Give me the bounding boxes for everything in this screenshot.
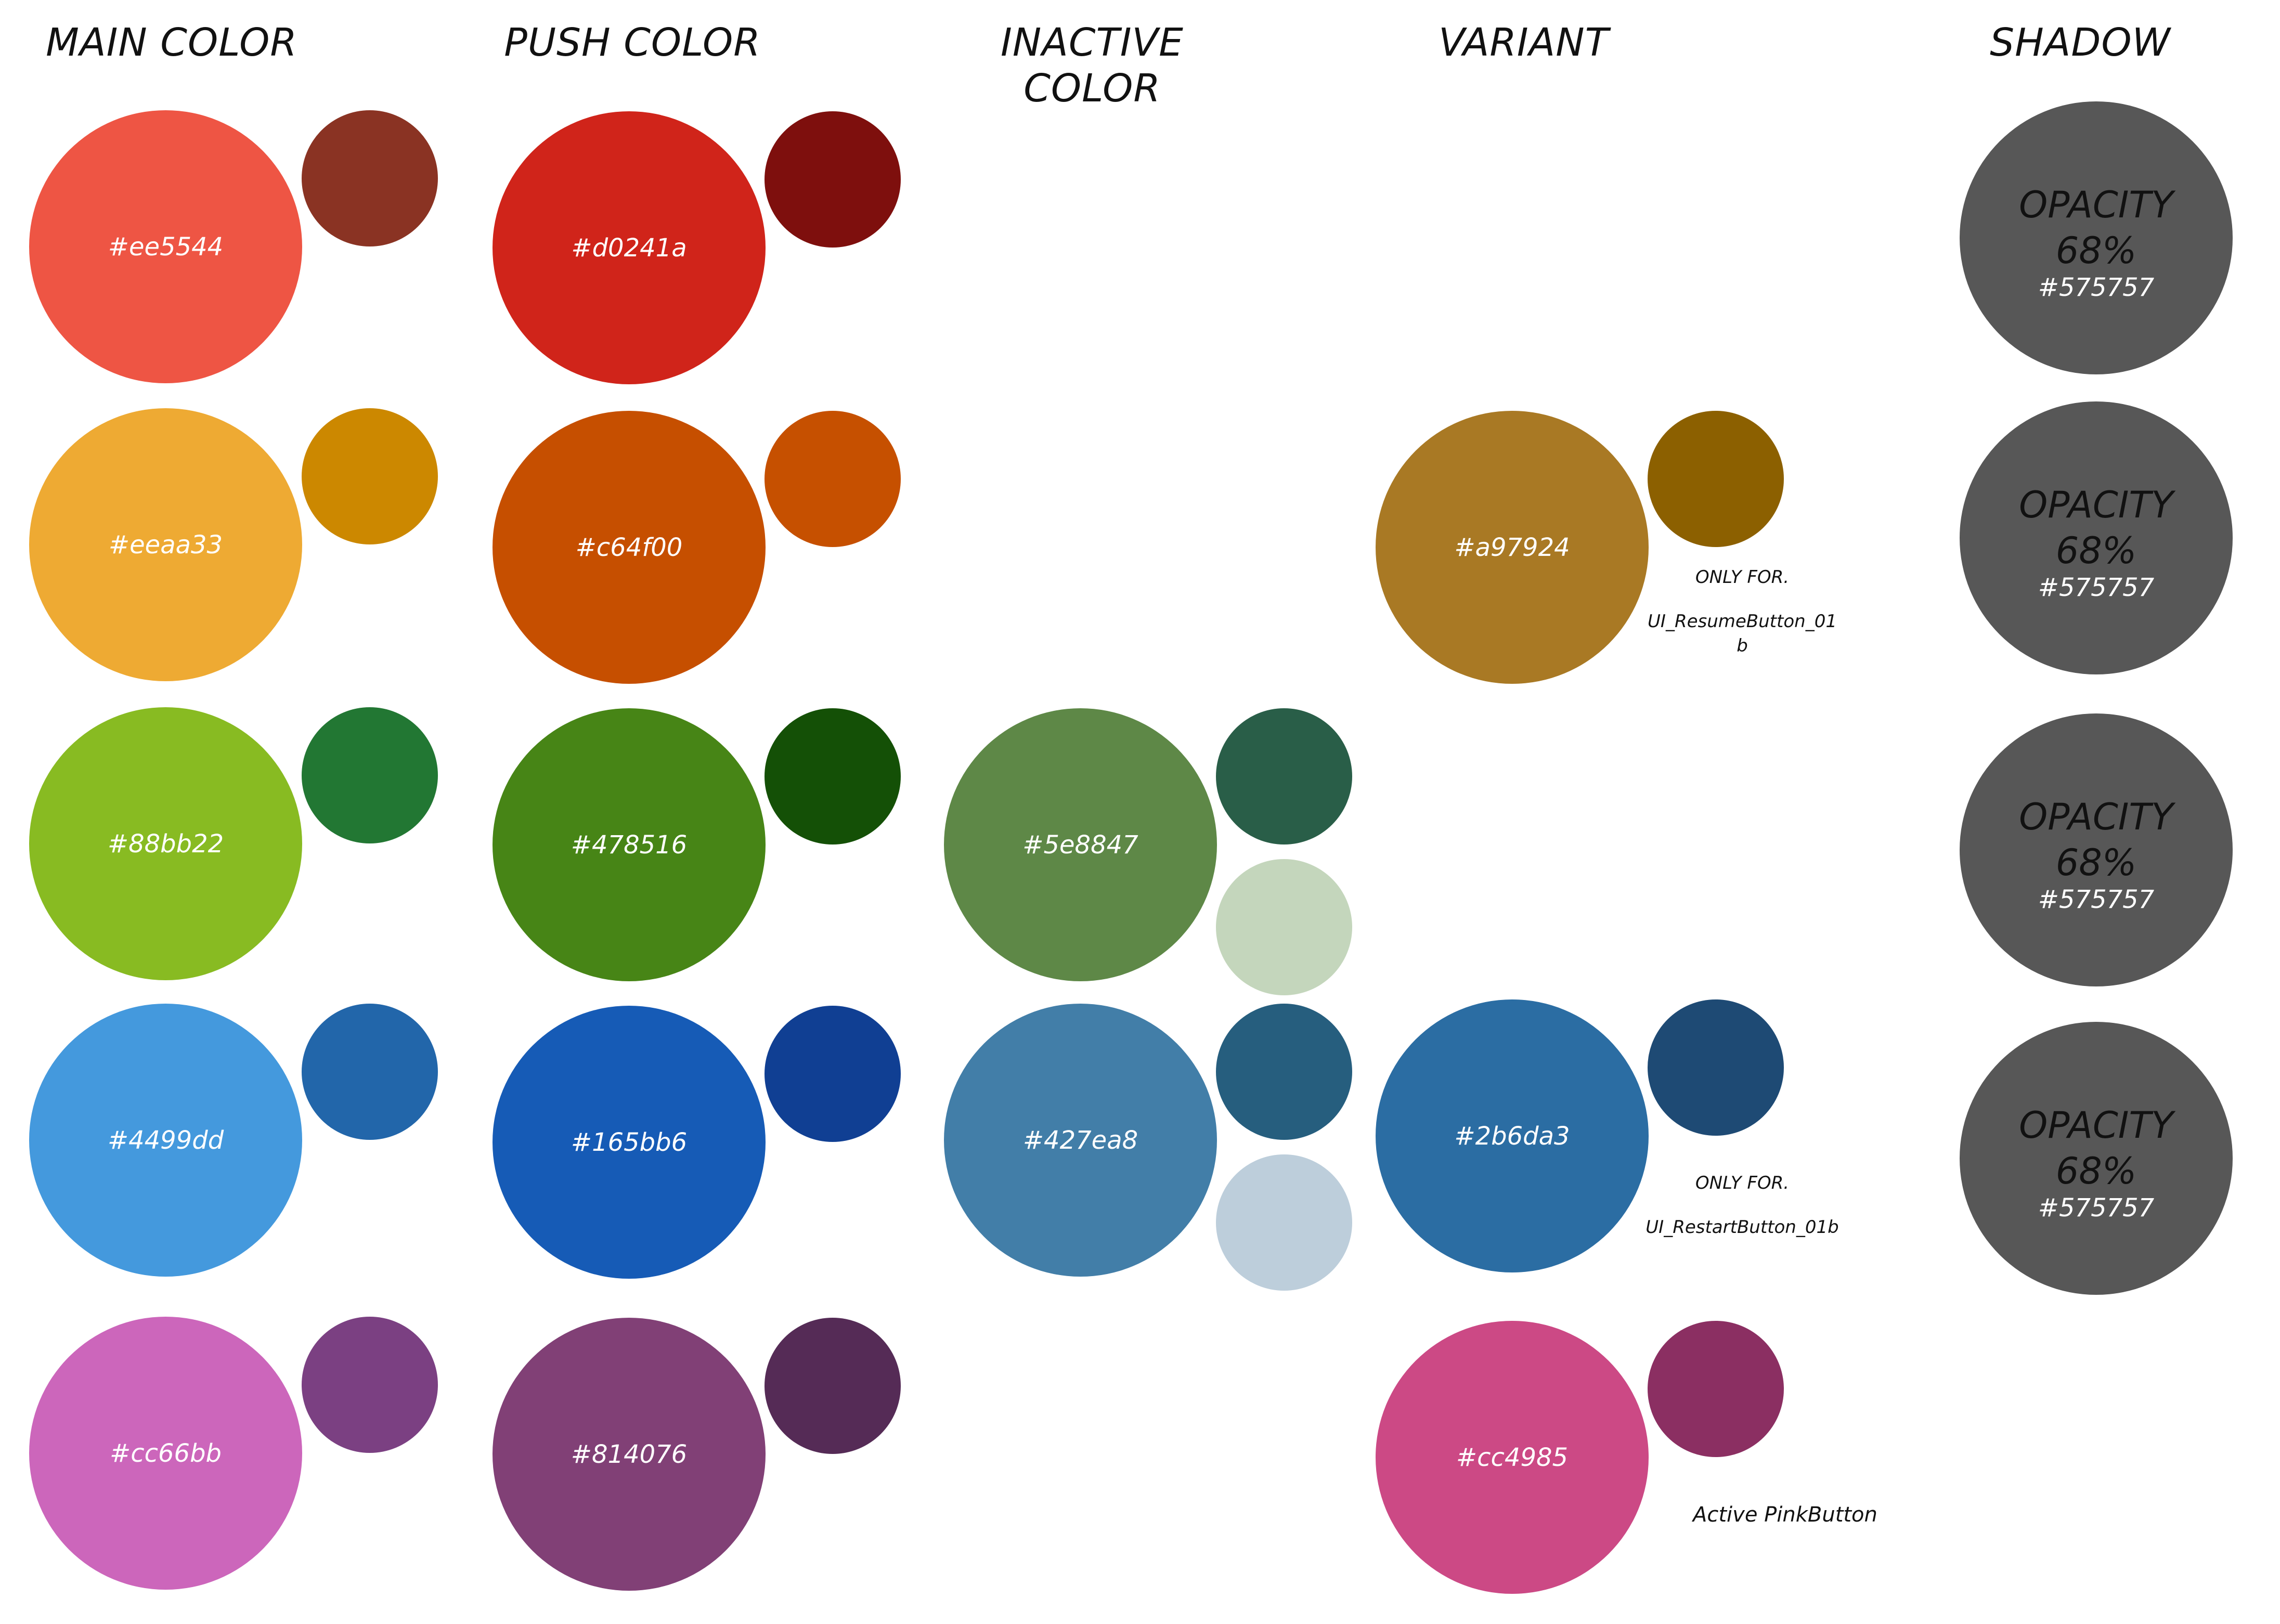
push-color-swatch[interactable]: #d0241a xyxy=(493,111,766,384)
inactive-color-swatch[interactable]: #5e8847 xyxy=(944,708,1217,981)
header-shadow: SHADOW xyxy=(1990,20,2171,65)
header-variant: VARIANT xyxy=(1439,20,1609,65)
shadow-opacity-value: 68% xyxy=(2055,529,2137,572)
push-color-swatch[interactable]: #165bb6 xyxy=(493,1006,766,1279)
main-color-shade-swatch[interactable] xyxy=(302,1317,438,1453)
shadow-swatch[interactable]: OPACITY 68% #575757 xyxy=(1960,401,2233,674)
main-color-shade-swatch[interactable] xyxy=(302,707,438,843)
push-color-swatch[interactable]: #478516 xyxy=(493,708,766,981)
main-color-swatch-label: #cc66bb xyxy=(109,1438,222,1468)
shadow-opacity-label: OPACITY xyxy=(2019,796,2173,838)
variant-color-swatch[interactable]: #cc4985 xyxy=(1376,1321,1649,1594)
shadow-hex-label: #575757 xyxy=(2038,573,2155,602)
main-color-swatch[interactable]: #88bb22 xyxy=(29,707,302,980)
shadow-swatch[interactable]: OPACITY 68% #575757 xyxy=(1960,713,2233,986)
inactive-color-shade-swatch-top[interactable] xyxy=(1216,1004,1352,1140)
variant-color-swatch-label: #a97924 xyxy=(1454,532,1570,562)
push-color-shade-swatch[interactable] xyxy=(765,111,901,248)
variant-color-swatch[interactable]: #a97924 xyxy=(1376,411,1649,684)
shadow-opacity-value: 68% xyxy=(2055,1150,2137,1192)
header-main-color: MAIN COLOR xyxy=(46,20,297,65)
push-color-swatch-label: #165bb6 xyxy=(571,1127,688,1157)
push-color-swatch-label: #814076 xyxy=(571,1439,688,1469)
variant-note-line1: ONLY FOR. xyxy=(1695,1173,1790,1193)
variant-note-line2: UI_RestartButton_01b xyxy=(1646,1217,1839,1238)
shadow-hex-label: #575757 xyxy=(2038,885,2155,914)
main-color-swatch[interactable]: #cc66bb xyxy=(29,1317,302,1590)
push-color-swatch[interactable]: #c64f00 xyxy=(493,411,766,684)
shadow-hex-label: #575757 xyxy=(2038,1193,2155,1223)
push-color-shade-swatch[interactable] xyxy=(765,411,901,547)
variant-color-swatch-label: #2b6da3 xyxy=(1454,1121,1570,1151)
inactive-color-swatch[interactable]: #427ea8 xyxy=(944,1004,1217,1277)
push-color-swatch-label: #c64f00 xyxy=(575,532,683,562)
inactive-color-shade-swatch-bottom[interactable] xyxy=(1216,1154,1352,1291)
main-color-shade-swatch[interactable] xyxy=(302,408,438,544)
header-inactive-line2: COLOR xyxy=(1024,66,1161,111)
variant-note-active-pink: Active PinkButton xyxy=(1693,1503,1877,1527)
shadow-opacity-label: OPACITY xyxy=(2019,184,2173,226)
main-color-shade-swatch[interactable] xyxy=(302,1004,438,1140)
push-color-shade-swatch[interactable] xyxy=(765,1006,901,1142)
main-color-swatch-label: #4499dd xyxy=(107,1125,224,1155)
shadow-opacity-label: OPACITY xyxy=(2019,484,2173,526)
shadow-swatch[interactable]: OPACITY 68% #575757 xyxy=(1960,101,2233,374)
main-color-swatch[interactable]: #4499dd xyxy=(29,1004,302,1277)
push-color-swatch-label: #478516 xyxy=(571,830,688,860)
push-color-swatch[interactable]: #814076 xyxy=(493,1318,766,1591)
main-color-swatch-label: #ee5544 xyxy=(108,232,224,262)
main-color-shade-swatch[interactable] xyxy=(302,110,438,246)
variant-color-shade-swatch[interactable] xyxy=(1648,411,1784,547)
inactive-color-shade-swatch-bottom[interactable] xyxy=(1216,859,1352,995)
shadow-hex-label: #575757 xyxy=(2038,273,2155,302)
push-color-shade-swatch[interactable] xyxy=(765,1318,901,1454)
variant-note-line2: UI_ResumeButton_01 xyxy=(1648,611,1837,632)
inactive-color-swatch-label: #5e8847 xyxy=(1022,830,1138,860)
header-inactive-color: INACTIVE COLOR xyxy=(910,20,1274,111)
variant-note-line1: ONLY FOR. xyxy=(1695,567,1790,588)
push-color-swatch-label: #d0241a xyxy=(571,233,687,263)
inactive-color-shade-swatch-top[interactable] xyxy=(1216,708,1352,845)
shadow-opacity-label: OPACITY xyxy=(2019,1104,2173,1147)
push-color-shade-swatch[interactable] xyxy=(765,708,901,845)
main-color-swatch-label: #88bb22 xyxy=(107,829,224,859)
shadow-opacity-value: 68% xyxy=(2055,229,2137,272)
header-push-color: PUSH COLOR xyxy=(504,20,761,65)
main-color-swatch[interactable]: #eeaa33 xyxy=(29,408,302,681)
variant-note-line3: b xyxy=(1737,635,1748,656)
main-color-swatch-label: #eeaa33 xyxy=(108,530,223,560)
shadow-opacity-value: 68% xyxy=(2055,841,2137,884)
main-color-swatch[interactable]: #ee5544 xyxy=(29,110,302,383)
variant-color-swatch-label: #cc4985 xyxy=(1456,1443,1569,1472)
variant-color-swatch[interactable]: #2b6da3 xyxy=(1376,999,1649,1272)
header-inactive-line1: INACTIVE xyxy=(1001,20,1184,65)
shadow-swatch[interactable]: OPACITY 68% #575757 xyxy=(1960,1022,2233,1295)
variant-color-shade-swatch[interactable] xyxy=(1648,999,1784,1136)
inactive-color-swatch-label: #427ea8 xyxy=(1022,1125,1138,1155)
variant-color-shade-swatch[interactable] xyxy=(1648,1321,1784,1457)
